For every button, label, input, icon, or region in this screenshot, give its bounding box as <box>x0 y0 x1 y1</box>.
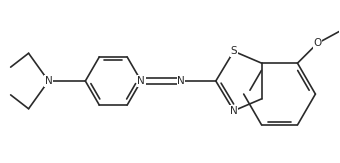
Text: N: N <box>45 76 52 86</box>
Text: O: O <box>313 38 322 48</box>
Text: S: S <box>231 46 237 56</box>
Text: N: N <box>230 106 238 116</box>
Text: N: N <box>177 76 185 86</box>
Text: N: N <box>137 76 145 86</box>
